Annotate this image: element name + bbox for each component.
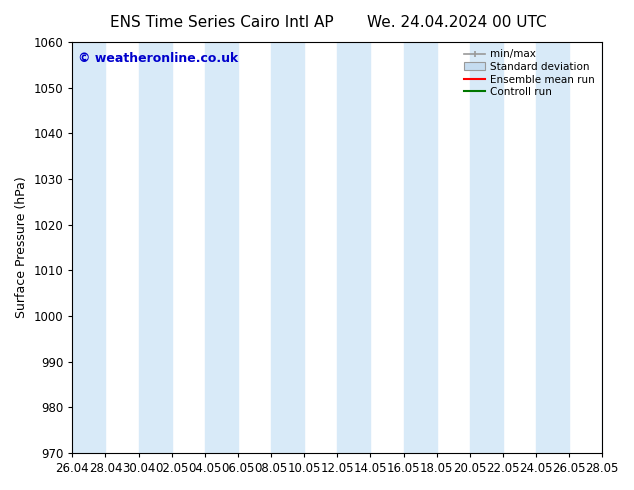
Bar	[470, 42, 503, 453]
Bar	[337, 42, 370, 453]
Bar	[205, 42, 238, 453]
Y-axis label: Surface Pressure (hPa): Surface Pressure (hPa)	[15, 176, 28, 318]
Text: We. 24.04.2024 00 UTC: We. 24.04.2024 00 UTC	[366, 15, 547, 30]
Legend: min/max, Standard deviation, Ensemble mean run, Controll run: min/max, Standard deviation, Ensemble me…	[462, 47, 597, 99]
Bar	[72, 42, 105, 453]
Bar	[404, 42, 437, 453]
Bar	[139, 42, 172, 453]
Text: ENS Time Series Cairo Intl AP: ENS Time Series Cairo Intl AP	[110, 15, 333, 30]
Bar	[536, 42, 569, 453]
Text: © weatheronline.co.uk: © weatheronline.co.uk	[77, 52, 238, 65]
Bar	[271, 42, 304, 453]
